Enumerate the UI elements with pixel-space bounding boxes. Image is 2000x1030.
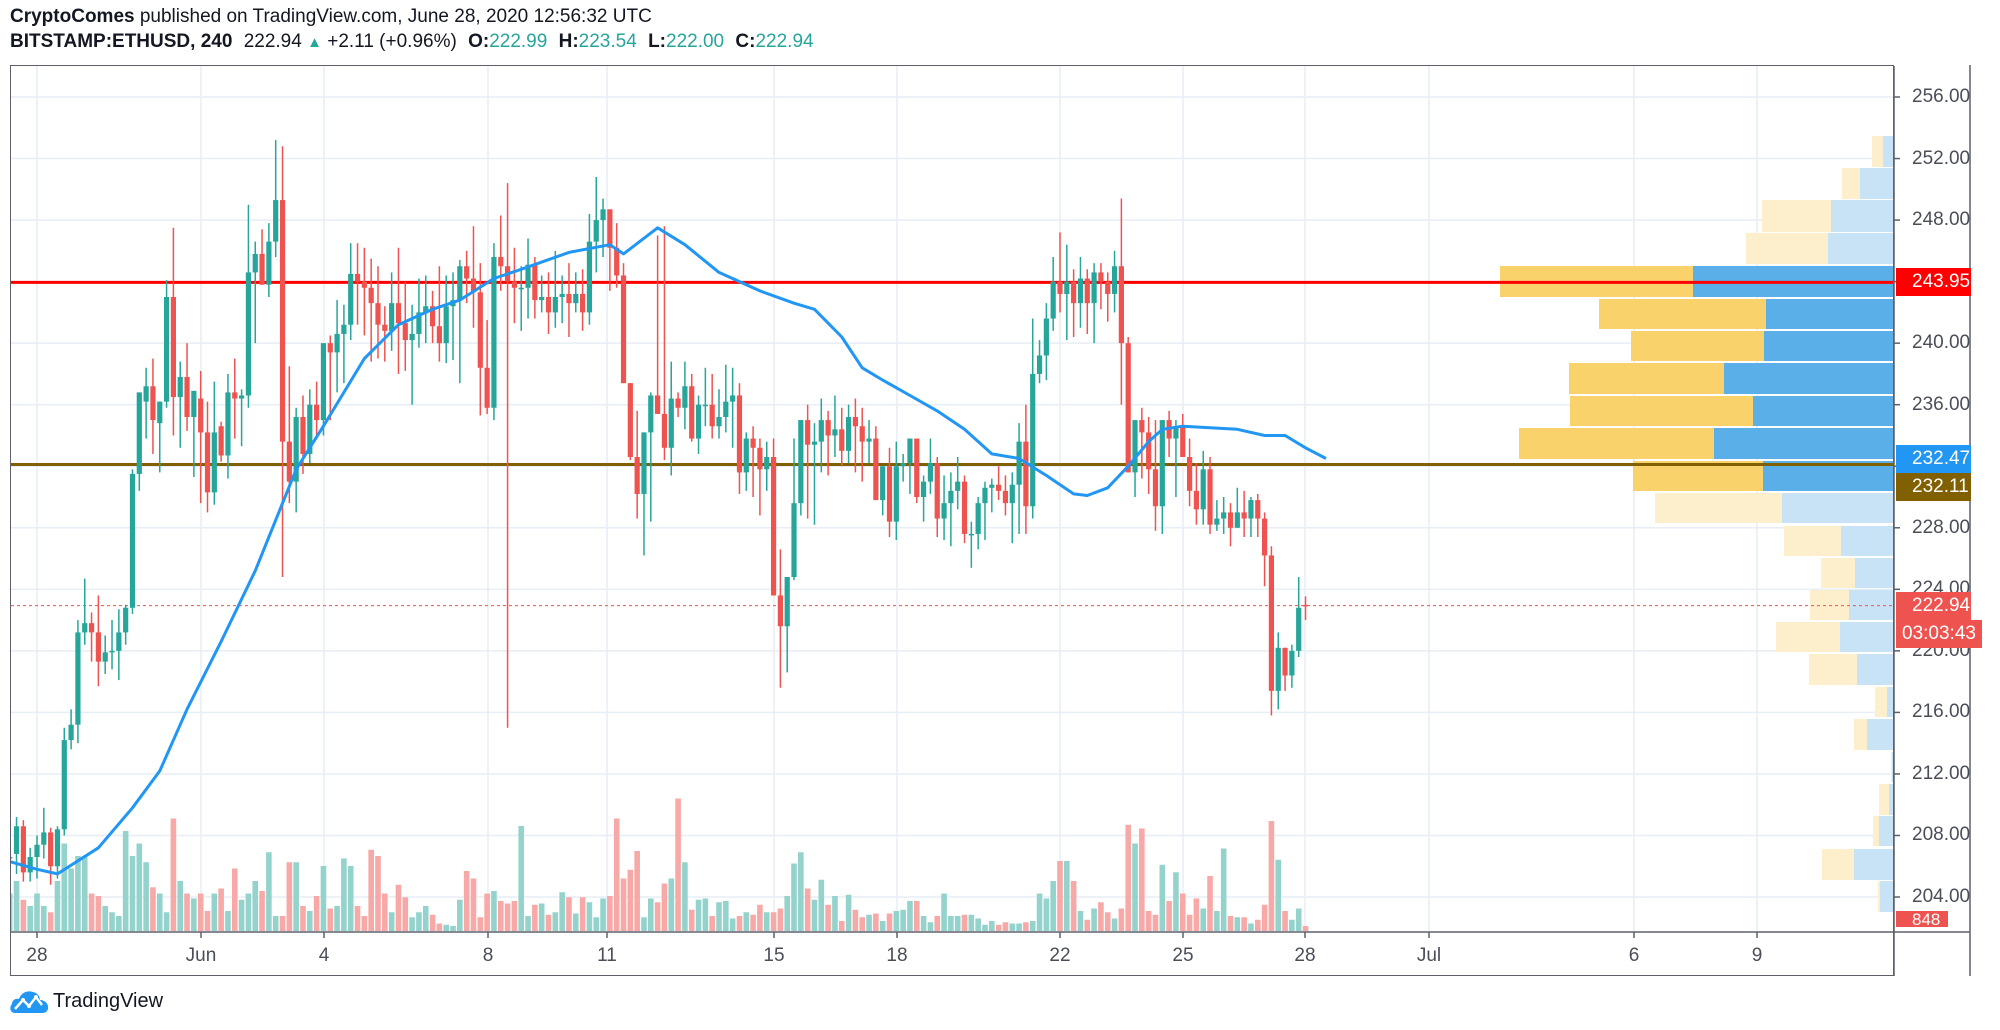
vp-row-up bbox=[1878, 881, 1880, 912]
low-value: 222.00 bbox=[666, 31, 725, 52]
vp-row-up bbox=[1655, 493, 1782, 523]
publish-info: published on TradingView.com, June 28, 2… bbox=[139, 6, 652, 27]
price-tick-label: 204.00 bbox=[1912, 886, 1971, 908]
vp-row-up bbox=[1776, 622, 1840, 652]
time-tick-label: 11 bbox=[597, 945, 617, 966]
time-tick-label: Jul bbox=[1416, 945, 1442, 966]
vp-row-down bbox=[1782, 493, 1894, 523]
vp-row-down bbox=[1828, 233, 1894, 264]
candles bbox=[11, 140, 1309, 885]
price-tick-label: 256.00 bbox=[1912, 86, 1971, 107]
vp-row-down bbox=[1841, 526, 1894, 556]
time-tick-label: 8 bbox=[482, 945, 494, 966]
close-value: 222.94 bbox=[755, 31, 814, 52]
time-tick-label: 25 bbox=[1172, 945, 1194, 966]
vp-row-up bbox=[1784, 526, 1841, 556]
vp-row-up bbox=[1891, 752, 1892, 782]
vp-row-down bbox=[1714, 428, 1894, 459]
time-tick-label: 28 bbox=[1294, 945, 1316, 966]
price-tick-label: 236.00 bbox=[1912, 393, 1971, 415]
vp-row-down bbox=[1887, 687, 1894, 717]
price-tick-label: 216.00 bbox=[1912, 701, 1971, 723]
time-tick-label: 28 bbox=[26, 945, 48, 966]
low-label: L: bbox=[648, 31, 667, 52]
resistance-price-badge: 243.95 bbox=[1896, 268, 1971, 296]
vp-row-up bbox=[1599, 299, 1766, 329]
price-tick-label: 212.00 bbox=[1912, 762, 1971, 784]
vp-row-up bbox=[1875, 687, 1887, 717]
vp-row-up bbox=[1873, 816, 1879, 846]
vp-row-up bbox=[1569, 363, 1724, 394]
vp-row-down bbox=[1831, 200, 1894, 232]
vp-row-up bbox=[1842, 168, 1860, 199]
vp-row-up bbox=[1810, 590, 1849, 620]
vp-row-up bbox=[1570, 396, 1753, 426]
high-value: 223.54 bbox=[578, 31, 637, 52]
cloud-chart-icon bbox=[10, 991, 49, 1013]
vp-row-down bbox=[1880, 881, 1894, 912]
brand-name: TradingView bbox=[53, 989, 164, 1012]
time-tick-label: 4 bbox=[318, 945, 330, 966]
support-price-badge: 232.11 bbox=[1896, 473, 1971, 501]
price-tick-label: 252.00 bbox=[1912, 147, 1971, 169]
author-name[interactable]: CryptoComes bbox=[10, 6, 135, 27]
high-label: H: bbox=[558, 31, 579, 52]
vp-row-down bbox=[1867, 719, 1894, 750]
last-price-badge: 222.94 bbox=[1896, 592, 1971, 620]
price-tick-label: 208.00 bbox=[1912, 824, 1971, 846]
vp-row-down bbox=[1889, 784, 1894, 815]
vp-row-up bbox=[1854, 719, 1867, 750]
open-label: O: bbox=[468, 31, 490, 52]
plot-area[interactable] bbox=[7, 66, 1894, 931]
vp-row-up bbox=[1879, 784, 1889, 815]
close-label: C: bbox=[735, 31, 756, 52]
vp-row-down bbox=[1764, 331, 1894, 361]
vp-row-down bbox=[1883, 136, 1894, 167]
vp-row-down bbox=[1854, 849, 1894, 880]
up-arrow-icon: ▲ bbox=[307, 34, 322, 51]
price-tick-label: 228.00 bbox=[1912, 516, 1971, 538]
vp-row-down bbox=[1857, 654, 1894, 685]
symbol-label[interactable]: BITSTAMP:ETHUSD, 240 bbox=[10, 31, 233, 52]
vp-row-up bbox=[1821, 558, 1855, 588]
volume-badge: 848 bbox=[1896, 911, 1948, 927]
chart-header: CryptoComes published on TradingView.com… bbox=[10, 4, 814, 54]
vp-row-down bbox=[1766, 299, 1894, 329]
price-change: +2.11 (+0.96%) bbox=[327, 31, 457, 52]
time-tick-label: 18 bbox=[886, 945, 908, 966]
vp-row-down bbox=[1855, 558, 1894, 588]
vp-row-down bbox=[1860, 168, 1894, 199]
time-tick-label: 6 bbox=[1628, 945, 1640, 966]
vp-row-up bbox=[1822, 849, 1854, 880]
publish-line: CryptoComes published on TradingView.com… bbox=[10, 4, 814, 29]
vp-row-up bbox=[1631, 331, 1764, 361]
vp-row-up bbox=[1762, 200, 1831, 232]
tradingview-logo[interactable]: TradingView bbox=[9, 988, 163, 1014]
open-value: 222.99 bbox=[489, 31, 548, 52]
time-tick-label: 9 bbox=[1751, 945, 1763, 966]
vp-row-down bbox=[1849, 590, 1894, 620]
vp-row-down bbox=[1840, 622, 1894, 652]
vp-row-down bbox=[1724, 363, 1894, 394]
vp-row-down bbox=[1753, 396, 1894, 426]
ma-value-badge: 232.47 bbox=[1896, 445, 1971, 473]
volume-profile bbox=[1500, 136, 1894, 912]
moving-average-line[interactable] bbox=[10, 226, 1327, 876]
price-tick-label: 240.00 bbox=[1912, 332, 1971, 354]
vp-row-up bbox=[1809, 654, 1857, 685]
time-tick-label: 22 bbox=[1049, 945, 1071, 966]
vp-row-up bbox=[1746, 233, 1828, 264]
vp-row-up bbox=[1519, 428, 1714, 459]
last-price: 222.94 bbox=[243, 31, 302, 52]
volume-bars bbox=[11, 798, 1309, 931]
bar-countdown-badge: 03:03:43 bbox=[1896, 620, 1982, 648]
price-tick-label: 248.00 bbox=[1912, 209, 1971, 231]
vp-row-down bbox=[1879, 816, 1894, 846]
chart-frame bbox=[10, 65, 1894, 976]
time-tick-label: Jun bbox=[185, 945, 217, 966]
vp-row-up bbox=[1872, 136, 1883, 167]
time-tick-label: 15 bbox=[763, 945, 785, 966]
ohlc-legend: BITSTAMP:ETHUSD, 240 222.94 ▲ +2.11 (+0.… bbox=[10, 29, 814, 54]
